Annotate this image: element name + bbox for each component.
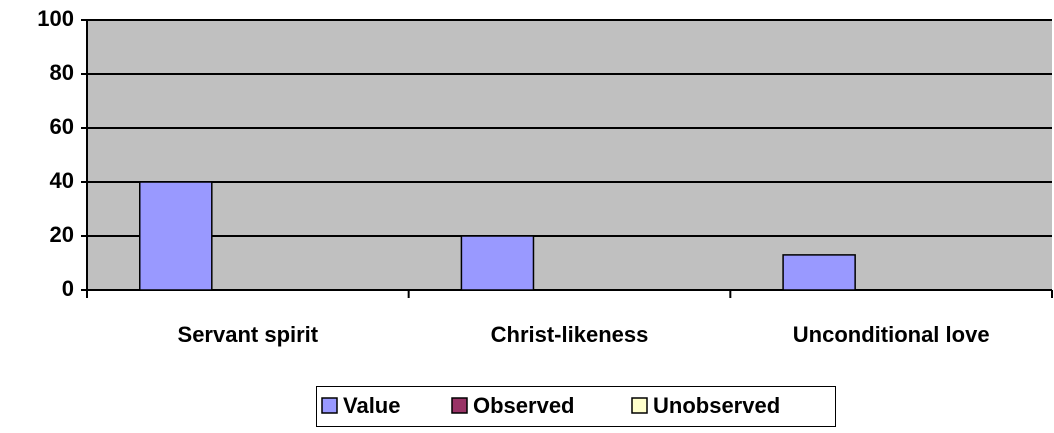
y-tick-label: 100 <box>37 6 74 31</box>
x-tick-label: Christ-likeness <box>491 322 649 347</box>
x-tick-label: Servant spirit <box>178 322 319 347</box>
legend-box <box>316 386 836 427</box>
bar <box>460 235 535 291</box>
y-tick-label: 20 <box>50 222 74 247</box>
bar <box>139 181 213 291</box>
legend-label: Value <box>343 393 400 418</box>
y-tick-label: 60 <box>50 114 74 139</box>
legend-swatch <box>321 397 338 414</box>
bar <box>782 254 856 291</box>
legend-label: Unobserved <box>653 393 780 418</box>
legend-swatch <box>631 397 648 414</box>
legend-label: Observed <box>473 393 575 418</box>
plot-area <box>87 20 1052 290</box>
y-tick-label: 40 <box>50 168 74 193</box>
legend-swatch <box>451 397 468 414</box>
x-tick-label: Unconditional love <box>793 322 990 347</box>
y-tick-label: 80 <box>50 60 74 85</box>
y-tick-label: 0 <box>62 276 74 301</box>
